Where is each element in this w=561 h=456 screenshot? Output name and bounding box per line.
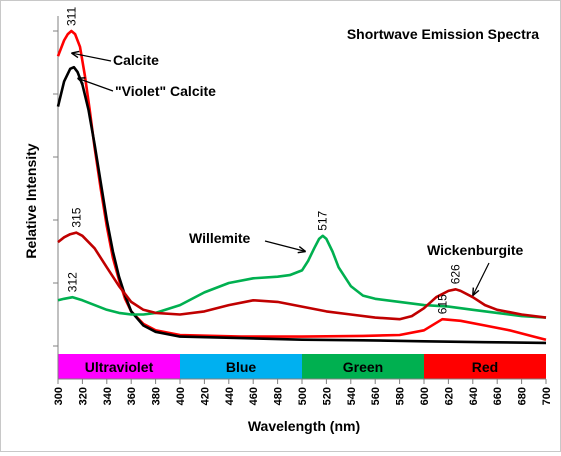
annotation-arrow (472, 262, 490, 296)
band-ultraviolet (58, 354, 180, 379)
y-ticks (53, 30, 58, 347)
y-axis-label: Relative Intensity (23, 143, 39, 258)
band-label-red: Red (472, 359, 498, 375)
x-tick-label: 480 (273, 387, 285, 405)
x-tick-label: 380 (151, 387, 163, 405)
series-line-violet-calcite (56, 65, 547, 345)
annotation-wickenburgite: Wickenburgite (427, 242, 524, 258)
x-tick-label: 620 (443, 387, 455, 405)
x-ticks: 300 320 340 360 380 400 420 440 460 480 500 520 540 5… (53, 379, 553, 405)
annotation-arrowhead (297, 246, 307, 254)
x-tick-label: 660 (492, 387, 504, 405)
peak-label: 626 (449, 264, 463, 284)
spectrum-bands: Ultraviolet Blue Green Red (58, 354, 546, 379)
band-blue (180, 354, 302, 379)
peak-label: 517 (316, 210, 330, 230)
peak-label: 311 (64, 7, 78, 26)
annotations: Calcite "Violet" Calcite Willemite Wickenbu… (71, 50, 524, 297)
annotation-calcite: Calcite (113, 52, 159, 68)
x-tick-label: 440 (224, 387, 236, 405)
band-label-blue: Blue (226, 359, 257, 375)
x-tick-label: 400 (175, 387, 187, 405)
x-tick-label: 560 (370, 387, 382, 405)
x-tick-label: 540 (346, 387, 358, 405)
x-tick-label: 680 (517, 387, 529, 405)
annotation-violet-calcite: "Violet" Calcite (115, 83, 216, 99)
x-tick-label: 340 (102, 387, 114, 405)
band-green (302, 354, 424, 379)
x-tick-label: 420 (199, 387, 211, 405)
annotation-arrow (71, 52, 112, 62)
chart-title: Shortwave Emission Spectra (347, 26, 539, 42)
x-tick-label: 500 (297, 387, 309, 405)
band-label-ultraviolet: Ultraviolet (85, 359, 154, 375)
peak-label: 615 (435, 294, 449, 314)
annotation-arrow (264, 240, 306, 253)
x-tick-label: 520 (321, 387, 333, 405)
x-tick-label: 360 (126, 387, 138, 405)
annotation-willemite: Willemite (189, 230, 251, 246)
band-label-green: Green (343, 359, 383, 375)
x-tick-label: 640 (468, 387, 480, 405)
x-tick-label: 460 (248, 387, 260, 405)
series-line-wickenburgite-upper (57, 231, 547, 321)
x-tick-label: 320 (77, 387, 89, 405)
annotation-arrowhead (77, 77, 86, 85)
x-tick-label: 700 (541, 387, 553, 405)
x-tick-label: 600 (419, 387, 431, 405)
x-axis-label: Wavelength (nm) (248, 418, 360, 434)
peak-label: 312 (66, 272, 80, 292)
band-red (424, 354, 546, 379)
peak-label: 315 (69, 207, 83, 227)
axes (57, 16, 546, 380)
annotation-arrow (77, 77, 114, 92)
annotation-arrowhead (472, 287, 480, 297)
series-line-willemite (57, 234, 547, 319)
series (56, 29, 547, 345)
x-tick-label: 580 (395, 387, 407, 405)
x-tick-label: 300 (53, 387, 65, 405)
annotation-arrowhead (71, 50, 80, 59)
